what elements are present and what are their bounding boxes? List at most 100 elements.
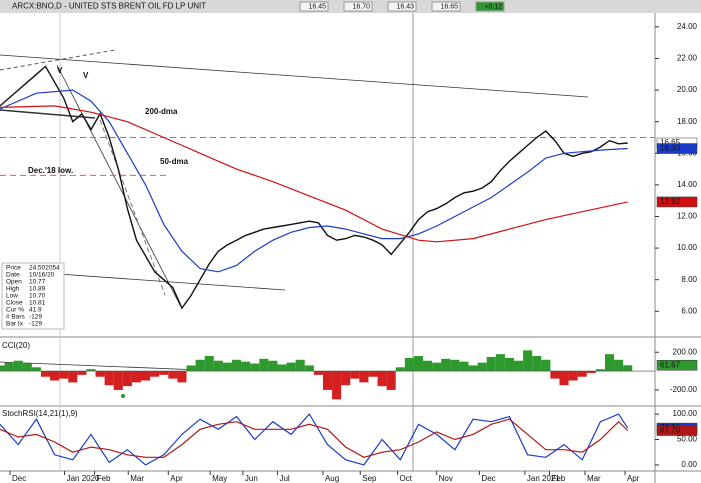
- quote-box: [475, 1, 505, 12]
- cci-bar: [0, 365, 5, 372]
- trendline: [99, 119, 166, 296]
- cci-bar: [332, 371, 342, 400]
- cci-bar: [377, 371, 387, 387]
- cci-bar: [59, 371, 69, 379]
- y-tick-label: 10.00: [677, 243, 698, 252]
- last-value-box: [656, 143, 698, 154]
- cci-bar: [350, 371, 360, 379]
- x-tick-label: May: [212, 474, 227, 483]
- y-tick-label: 12.00: [677, 212, 698, 221]
- last-value-box: [656, 360, 698, 371]
- cci-bar: [122, 371, 132, 387]
- info-label: Bar Ix: [6, 321, 24, 328]
- cci-bar: [204, 356, 214, 372]
- cci-bar: [322, 371, 333, 390]
- x-tick-label: Mar: [130, 474, 144, 483]
- y-tick-label: 50.00: [677, 435, 698, 444]
- y-tick-label: 8.00: [681, 275, 697, 284]
- quote-box: [299, 1, 329, 12]
- trendline: [56, 64, 181, 306]
- cci-bar: [432, 362, 442, 372]
- cci-bar: [559, 371, 569, 386]
- cci-bar: [623, 365, 633, 372]
- cci-bar: [131, 371, 142, 383]
- cci-bar: [550, 371, 560, 379]
- cci-bar: [513, 360, 524, 372]
- cci-bar: [404, 357, 414, 372]
- cci-bar: [304, 365, 314, 372]
- cci-bar: [359, 371, 369, 383]
- quote-value: 16.65: [440, 3, 458, 10]
- info-label: High: [6, 286, 20, 293]
- x-tick-label: Mar: [587, 474, 601, 483]
- y-tick-label: -200.00: [670, 385, 698, 394]
- series-line: [0, 413, 629, 466]
- cci-bar: [450, 359, 460, 372]
- cci-bar: [268, 360, 278, 372]
- cci-bar: [586, 371, 596, 373]
- cci-bar: [504, 357, 514, 372]
- cci-bar: [459, 361, 469, 372]
- y-tick-label: 200.00: [673, 347, 698, 356]
- info-label: Cur %: [6, 307, 24, 314]
- trendline: [0, 54, 589, 98]
- cci-bar: [168, 371, 178, 379]
- trendline: [0, 49, 116, 71]
- last-value-label: 16.30: [660, 144, 681, 153]
- cci-bar: [313, 371, 323, 375]
- signal-dot: [121, 394, 125, 398]
- x-tick-label: Feb: [551, 474, 565, 483]
- cci-bar: [341, 371, 351, 386]
- last-value-label: 12.92: [660, 197, 681, 206]
- last-value-label: 16.65: [660, 138, 681, 147]
- cci-bar: [577, 371, 587, 377]
- x-tick-label: Jan 2020: [67, 474, 100, 483]
- cci-bar: [595, 369, 605, 372]
- series-line: [0, 89, 628, 273]
- y-tick-label: 22.00: [677, 54, 698, 63]
- cci-bar: [150, 371, 160, 377]
- cci-bar: [250, 363, 260, 372]
- series-line: [0, 65, 628, 310]
- cci-bar: [368, 371, 378, 377]
- cci-bar: [113, 371, 123, 390]
- cci-bar: [423, 360, 433, 372]
- cci-bar: [468, 365, 478, 372]
- cci-bar: [177, 371, 187, 383]
- x-tick-label: Apr: [170, 474, 183, 483]
- x-tick-label: Dec: [481, 474, 495, 483]
- cci-bar: [186, 365, 196, 372]
- cci-bar: [213, 360, 223, 372]
- cci-bar: [231, 359, 242, 372]
- cci-bar: [541, 359, 551, 372]
- x-tick-label: Dec: [12, 474, 26, 483]
- cci-bar: [50, 371, 60, 381]
- info-value: -129: [29, 321, 42, 328]
- pane-title: CCI(20): [2, 341, 30, 350]
- cci-bar: [395, 367, 405, 372]
- cci-bar: [241, 361, 251, 372]
- y-tick-label: 24.00: [677, 22, 698, 31]
- cci-bar: [77, 371, 87, 375]
- cci-bar: [95, 371, 105, 377]
- x-tick-label: Apr: [627, 474, 640, 483]
- annotation: 200-dma: [145, 107, 178, 116]
- y-tick-label: 100.00: [673, 409, 698, 418]
- trendlines: [0, 49, 589, 371]
- y-tick-label: 18.00: [677, 117, 698, 126]
- symbol: ARCX:BNO,D - UNITED STS BRENT OIL FD LP …: [12, 2, 206, 11]
- info-value: 10.77: [29, 279, 46, 286]
- cci-bar: [86, 369, 96, 372]
- info-value: 10.81: [29, 300, 46, 307]
- cci-bar: [277, 364, 287, 372]
- series-line: [0, 105, 628, 243]
- cci-bar: [523, 350, 533, 372]
- cci-bar: [40, 371, 51, 377]
- trendline: [0, 361, 201, 371]
- info-value: -129: [29, 314, 42, 321]
- cci-bar: [4, 362, 14, 372]
- info-label: Open: [6, 279, 22, 286]
- cci-bar: [222, 362, 232, 372]
